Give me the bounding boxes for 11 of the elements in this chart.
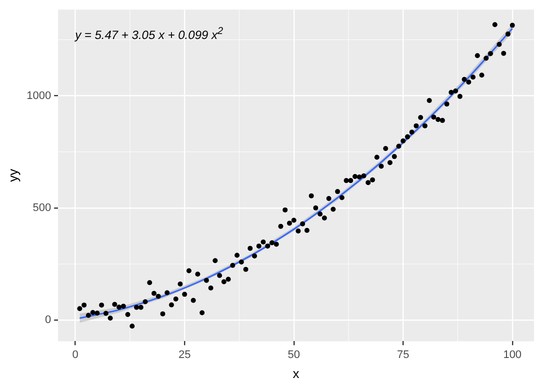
x-tick-label: 100: [503, 348, 522, 361]
x-tick-label: 75: [396, 348, 410, 361]
annotation: y = 5.47 + 3.05 x + 0.099 x$^{2}$: [75, 26, 224, 42]
x-tick-label: 50: [288, 348, 300, 361]
x-tick-label: 25: [178, 348, 191, 361]
x-tick-label: 0: [72, 348, 78, 361]
y-axis-title: yy: [5, 168, 20, 182]
y-tick-label: 0: [44, 314, 52, 326]
y-tick-label: 1000: [26, 90, 52, 102]
y-tick-label: 500: [32, 202, 52, 214]
x-axis-title: x: [292, 366, 300, 381]
